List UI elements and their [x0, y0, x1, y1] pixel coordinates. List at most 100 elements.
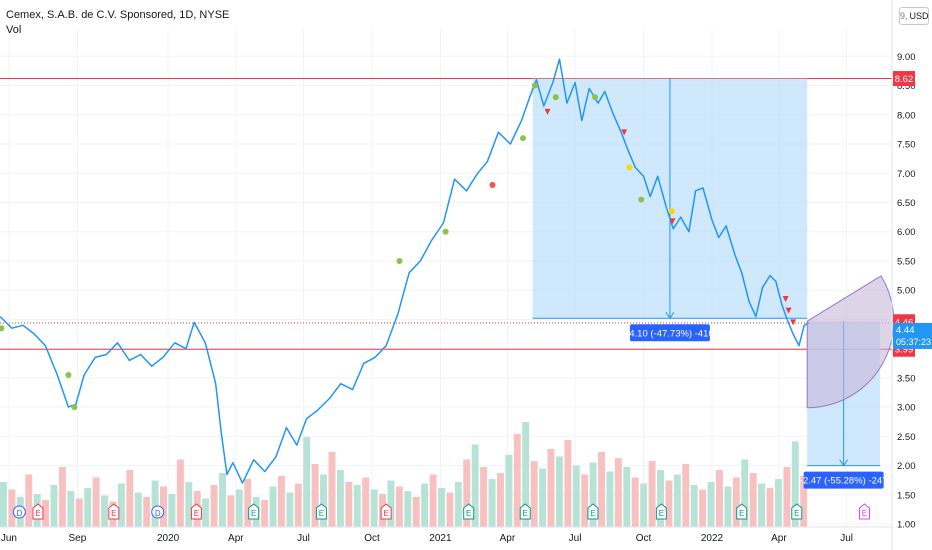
y-tick-label: 9.00: [897, 52, 916, 63]
current-price-tag: 4.44: [896, 325, 915, 336]
sell-signal-icon: [782, 295, 789, 302]
currency-button[interactable]: 9, USD: [899, 7, 929, 25]
x-tick-label: Jul: [840, 533, 853, 544]
earnings-badge-icon: [519, 503, 531, 520]
volume-bar: [50, 485, 58, 527]
sell-signal-icon: [621, 129, 628, 136]
volume-bar: [463, 459, 471, 527]
symbol-title[interactable]: Cemex, S.A.B. de C.V. Sponsored, 1D, NYS…: [6, 9, 230, 21]
green-dot-marker: [396, 257, 403, 264]
volume-bar: [261, 500, 269, 527]
green-dot-marker: [442, 228, 449, 235]
volume-bar: [682, 464, 690, 527]
volume-bar: [387, 480, 395, 527]
measure-label: -2.47 (-55.28%) -247: [800, 476, 888, 487]
volume-bar: [791, 441, 799, 527]
volume-bar: [185, 482, 193, 527]
volume-bar: [673, 474, 681, 527]
price-series: [0, 58, 810, 484]
x-tick-label: Oct: [636, 533, 652, 544]
volume-bar: [370, 489, 378, 527]
volume-bar: [151, 480, 159, 527]
volume-bar: [513, 434, 521, 527]
yellow-dot-marker: [626, 164, 633, 171]
y-tick-label: 2.50: [897, 432, 916, 443]
volume-bar: [564, 440, 572, 527]
volume-bar: [471, 444, 479, 527]
last-price-tag: 4.46: [895, 317, 914, 328]
y-tick-label: 2.00: [897, 461, 916, 472]
volume-bar: [665, 480, 673, 527]
earnings-badge-icon: [791, 503, 803, 520]
sell-signal-icon: [669, 218, 676, 225]
volume-bar: [25, 474, 33, 527]
earnings-badge-icon: [32, 503, 44, 520]
volume-bar: [623, 467, 631, 527]
volume-bar: [774, 479, 782, 527]
arc-drawing: [806, 275, 895, 409]
volume-bar: [522, 422, 530, 527]
volume-bar: [75, 498, 83, 527]
measure-label-bg: [629, 324, 710, 342]
volume-bar: [758, 483, 766, 527]
y-tick-label: 3.50: [897, 373, 916, 384]
volume-bar: [202, 498, 210, 527]
green-dot-marker: [0, 325, 5, 332]
yellow-dot-marker: [668, 208, 675, 215]
volume-bar: [732, 477, 740, 527]
earnings-badge-icon: [655, 503, 667, 520]
y-tick-label: 1.00: [897, 520, 916, 531]
volume-bar: [235, 489, 243, 527]
event-badge-letter: E: [35, 509, 40, 518]
volume-bar: [766, 488, 774, 527]
x-tick-label: Jun: [1, 533, 17, 544]
volume-bar: [454, 482, 462, 527]
volume-bar: [572, 465, 580, 527]
dividend-badge-icon: [151, 505, 165, 519]
event-badge-letter: E: [590, 509, 595, 518]
volume-bar: [438, 488, 445, 527]
sell-signal-icon: [544, 108, 551, 115]
volume-bar: [210, 485, 218, 527]
volume-bar: [421, 483, 429, 527]
y-tick-label: 3.00: [897, 403, 916, 414]
red-dot-marker: [489, 181, 496, 188]
dividend-badge-icon: [12, 505, 26, 519]
volume-bar: [58, 467, 66, 527]
y-tick-label: 5.00: [897, 286, 916, 297]
volume-bar: [598, 452, 606, 527]
volume-bar: [690, 485, 698, 527]
x-tick-label: 2020: [157, 533, 180, 544]
volume-bar: [362, 477, 370, 527]
volume-bar: [631, 477, 639, 527]
volume-bar: [699, 489, 707, 527]
volume-bar: [581, 474, 589, 527]
green-dot-marker: [552, 94, 559, 101]
volume-bar: [724, 486, 732, 527]
y-tick-label: 8.50: [897, 81, 916, 92]
volume-bar: [716, 470, 723, 527]
earnings-badge-icon: [248, 503, 260, 520]
volume-bar: [294, 483, 302, 527]
volume-bar: [648, 461, 656, 527]
measure-label: -4.10 (-47.73%) -410: [626, 328, 714, 339]
price-line: [0, 58, 810, 484]
volume-bar: [117, 483, 125, 527]
volume-indicator-label[interactable]: Vol: [6, 24, 22, 36]
earnings-badge-icon: [190, 503, 202, 520]
volume-bar: [749, 473, 757, 527]
volume-bar: [101, 495, 109, 527]
green-dot-marker: [71, 404, 78, 411]
x-tick-label: Jul: [297, 533, 310, 544]
volume-bar: [176, 459, 184, 527]
y-tick-label: 5.50: [897, 256, 916, 267]
volume-bar: [345, 482, 353, 527]
volume-bar: [614, 458, 622, 527]
y-tick-label: 7.00: [897, 169, 916, 180]
volume-bar: [286, 492, 294, 527]
event-badge-letter: E: [194, 509, 199, 518]
volume-bar: [134, 492, 142, 527]
current-price-tag-bg: [893, 322, 932, 349]
